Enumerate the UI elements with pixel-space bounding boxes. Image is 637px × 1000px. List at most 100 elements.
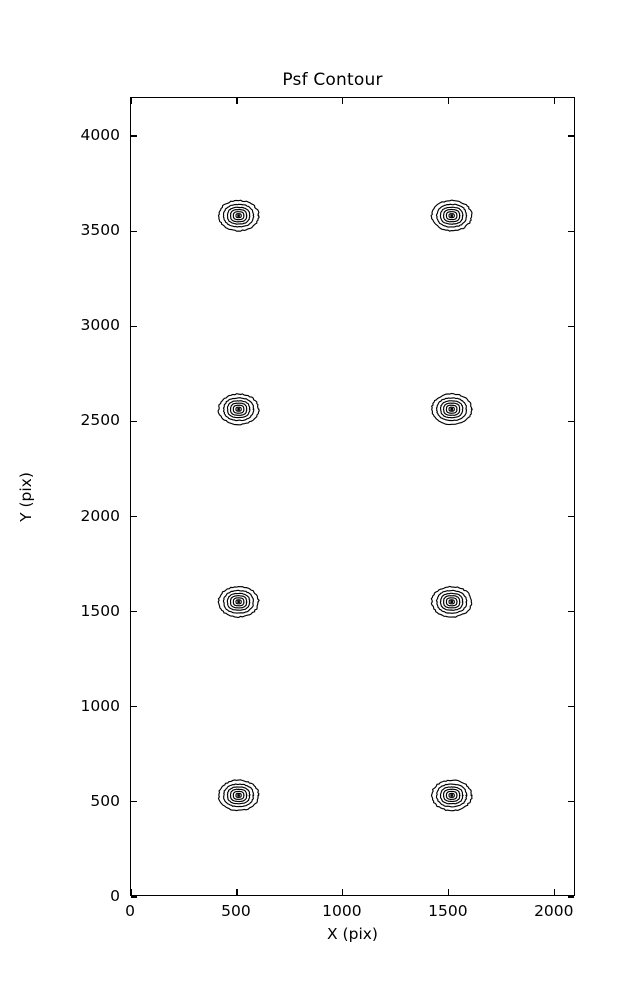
psf-contour-cluster xyxy=(217,585,260,619)
chart-title-text: Psf Contour xyxy=(282,70,383,90)
contour-level-line xyxy=(442,788,461,803)
y-tick-mark xyxy=(131,706,137,708)
contour-level-line xyxy=(430,199,473,232)
psf-peak-marker xyxy=(450,600,453,604)
contour-level-line xyxy=(445,790,458,800)
psf-contour-cluster xyxy=(430,199,473,232)
contour-level-line xyxy=(435,203,468,228)
y-tick-mark-right xyxy=(568,230,574,232)
contour-level-line xyxy=(217,199,260,232)
y-tick-mark-right xyxy=(568,515,574,518)
contour-level-line xyxy=(439,400,464,419)
contour-level-line xyxy=(442,402,461,416)
contour-level-line xyxy=(442,208,461,223)
psf-contour-cluster xyxy=(217,393,260,426)
contour-level-line xyxy=(232,404,245,414)
contour-level-line xyxy=(235,213,242,219)
x-tick-mark-top xyxy=(342,98,344,104)
y-tick-label: 500 xyxy=(90,791,120,810)
y-tick-label: 2000 xyxy=(80,506,120,525)
y-tick-mark-right xyxy=(568,325,574,327)
contour-level-line xyxy=(445,404,458,414)
contour-level-line xyxy=(222,203,255,228)
contour-level-line xyxy=(435,397,468,422)
contour-level-line xyxy=(448,213,455,219)
psf-peak-marker xyxy=(237,214,240,217)
contour-level-line xyxy=(443,595,461,609)
x-tick-mark-top xyxy=(448,98,450,104)
y-tick-mark xyxy=(131,515,137,518)
contour-level-line xyxy=(226,786,251,805)
contour-level-line xyxy=(448,792,455,798)
psf-peak-marker xyxy=(450,407,453,411)
y-tick-label: 2500 xyxy=(80,411,120,430)
x-tick-mark xyxy=(130,889,132,895)
psf-peak-marker xyxy=(237,794,240,797)
contour-level-line xyxy=(217,779,260,812)
y-axis-label: Y (pix) xyxy=(17,472,35,522)
y-tick-mark xyxy=(131,896,137,898)
contour-level-line xyxy=(448,406,455,412)
psf-peak-marker xyxy=(237,600,240,604)
y-tick-mark-right xyxy=(568,706,574,708)
contour-level-line xyxy=(226,400,251,419)
y-tick-label: 0 xyxy=(110,887,120,905)
contour-level-line xyxy=(217,393,260,426)
x-tick-mark xyxy=(236,889,238,895)
y-tick-mark-right xyxy=(568,896,574,898)
contour-level-line xyxy=(229,402,248,416)
x-tick-mark-top xyxy=(130,98,132,104)
x-tick-label: 0 xyxy=(125,902,135,920)
x-tick-mark xyxy=(448,889,450,895)
y-tick-mark xyxy=(131,801,137,803)
contour-level-line xyxy=(223,783,255,808)
contour-level-line xyxy=(222,397,255,422)
psf-contour-cluster xyxy=(430,779,473,812)
x-tick-label: 500 xyxy=(221,902,251,920)
psf-contour-cluster xyxy=(430,392,474,426)
contour-level-line xyxy=(229,208,248,223)
psf-peak-marker xyxy=(237,407,240,411)
x-tick-mark xyxy=(554,889,556,895)
contour-level-line xyxy=(226,206,251,225)
contour-level-line xyxy=(235,406,242,412)
contour-level-line xyxy=(445,597,458,607)
contour-level-line xyxy=(235,792,242,798)
contour-level-line xyxy=(232,790,245,800)
contour-level-line xyxy=(448,599,455,605)
plot-axes-frame xyxy=(130,97,575,898)
psf-contour-cluster xyxy=(217,779,260,812)
contour-plot-canvas xyxy=(217,199,474,812)
y-tick-mark xyxy=(131,420,137,422)
chart-title: Psf Contour xyxy=(0,70,637,90)
psf-peak-marker xyxy=(450,794,453,797)
contour-level-line xyxy=(217,585,260,619)
y-tick-label: 3000 xyxy=(80,316,120,335)
contour-level-line xyxy=(439,206,464,225)
x-tick-mark-top xyxy=(236,98,238,104)
x-tick-label: 2000 xyxy=(534,902,574,920)
contour-level-line xyxy=(430,779,473,812)
x-axis-label: X (pix) xyxy=(327,925,378,943)
contour-level-line xyxy=(229,595,248,609)
psf-contour-cluster xyxy=(430,585,473,618)
contour-level-line xyxy=(226,592,251,611)
contour-level-line xyxy=(222,589,254,614)
y-tick-mark-right xyxy=(568,420,574,422)
contour-level-line xyxy=(235,599,242,605)
contour-level-line xyxy=(430,392,474,426)
psf-contour-cluster xyxy=(217,199,260,232)
y-tick-label: 1500 xyxy=(80,601,120,620)
y-tick-label: 1000 xyxy=(80,696,120,715)
contour-level-line xyxy=(430,585,473,618)
y-tick-mark xyxy=(131,611,137,613)
contour-level-line xyxy=(439,786,464,805)
x-tick-label: 1500 xyxy=(428,902,468,920)
y-tick-mark xyxy=(131,325,137,327)
y-tick-mark-right xyxy=(568,801,574,803)
x-tick-label: 1000 xyxy=(322,902,362,920)
contour-level-line xyxy=(232,211,245,221)
contour-level-line xyxy=(435,589,468,614)
contour-level-line xyxy=(445,211,458,221)
